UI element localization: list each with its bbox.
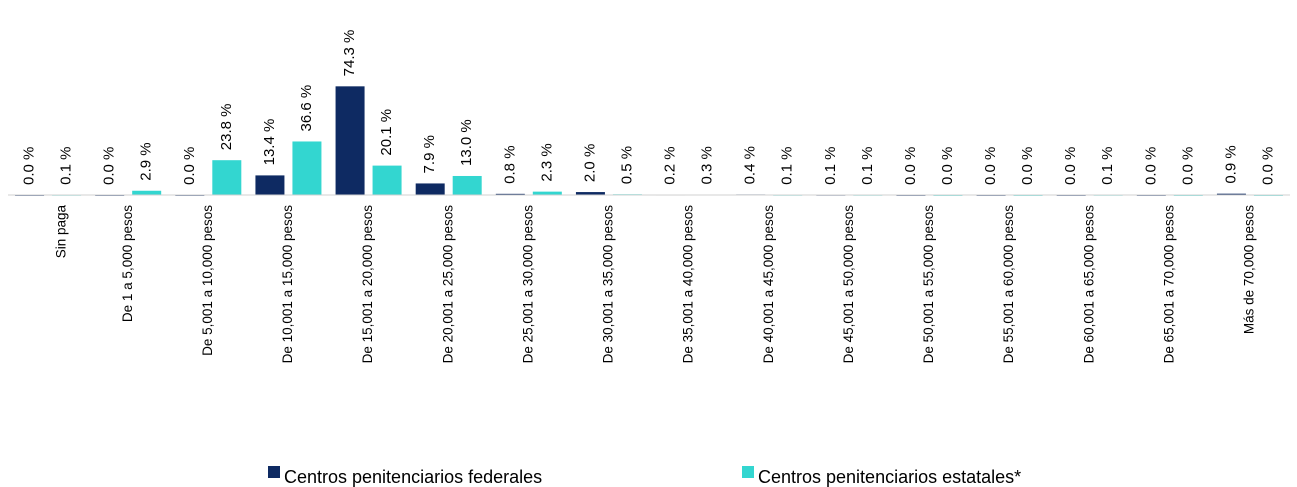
value-label: 0.0 % — [181, 147, 198, 185]
value-label: 0.2 % — [662, 146, 679, 184]
value-label: 0.9 % — [1222, 145, 1239, 183]
value-label: 13.0 % — [458, 119, 475, 166]
x-tick-label: De 50,001 a 55,000 pesos — [921, 205, 936, 364]
bar — [212, 160, 242, 195]
x-tick-label: Sin paga — [54, 205, 69, 259]
bar — [132, 190, 162, 195]
x-tick-label: De 20,001 a 25,000 pesos — [440, 205, 455, 364]
value-label: 0.0 % — [982, 147, 999, 185]
value-label: 0.3 % — [699, 146, 716, 184]
value-label: 0.0 % — [1142, 147, 1159, 185]
x-tick-label: De 60,001 a 65,000 pesos — [1081, 205, 1096, 364]
x-tick-label: De 30,001 a 35,000 pesos — [601, 205, 616, 364]
x-tick-label: De 40,001 a 45,000 pesos — [761, 205, 776, 364]
x-tick-label: De 10,001 a 15,000 pesos — [280, 205, 295, 364]
value-label: 7.9 % — [421, 135, 438, 173]
bar — [372, 165, 402, 195]
legend-swatch — [742, 466, 754, 478]
value-label: 0.5 % — [618, 146, 635, 184]
value-label: 0.1 % — [859, 146, 876, 184]
bar — [575, 192, 605, 195]
bar — [255, 175, 285, 195]
value-label: 20.1 % — [378, 109, 395, 156]
x-tick-label: De 55,001 a 60,000 pesos — [1001, 205, 1016, 364]
value-label: 0.0 % — [1062, 147, 1079, 185]
x-tick-label: De 15,001 a 20,000 pesos — [360, 205, 375, 364]
legend-swatch — [268, 466, 280, 478]
x-tick-label: De 65,001 a 70,000 pesos — [1161, 205, 1176, 364]
value-label: 13.4 % — [261, 119, 278, 166]
x-tick-label: De 25,001 a 30,000 pesos — [520, 205, 535, 364]
value-label: 0.1 % — [779, 146, 796, 184]
bar — [495, 193, 525, 195]
x-tick-label: De 35,001 a 40,000 pesos — [681, 205, 696, 364]
value-label: 0.4 % — [742, 146, 759, 184]
x-tick-label: Más de 70,000 pesos — [1242, 205, 1257, 334]
value-label: 2.9 % — [138, 142, 155, 180]
bar — [452, 175, 482, 195]
value-label: 0.1 % — [822, 146, 839, 184]
x-tick-label: De 5,001 a 10,000 pesos — [200, 205, 215, 356]
value-label: 0.0 % — [1179, 147, 1196, 185]
value-label: 0.0 % — [939, 147, 956, 185]
value-label: 74.3 % — [341, 30, 358, 77]
value-label: 0.8 % — [501, 145, 518, 183]
x-tick-label: De 1 a 5,000 pesos — [120, 205, 135, 322]
value-label: 0.0 % — [902, 147, 919, 185]
bar — [415, 183, 445, 195]
bar — [335, 86, 365, 195]
legend-label: Centros penitenciarios federales — [284, 467, 542, 487]
value-label: 0.0 % — [1019, 147, 1036, 185]
value-label: 0.0 % — [21, 147, 38, 185]
legend-label: Centros penitenciarios estatales* — [758, 467, 1021, 487]
value-label: 0.0 % — [1259, 147, 1276, 185]
bar — [1216, 193, 1246, 195]
value-label: 23.8 % — [218, 103, 235, 150]
x-tick-label: De 45,001 a 50,000 pesos — [841, 205, 856, 364]
value-label: 0.0 % — [101, 147, 118, 185]
bar — [292, 141, 322, 195]
value-label: 0.1 % — [1099, 146, 1116, 184]
value-label: 0.1 % — [58, 146, 75, 184]
value-label: 2.3 % — [538, 143, 555, 181]
bar — [532, 191, 562, 195]
value-label: 36.6 % — [298, 85, 315, 132]
value-label: 2.0 % — [581, 144, 598, 182]
